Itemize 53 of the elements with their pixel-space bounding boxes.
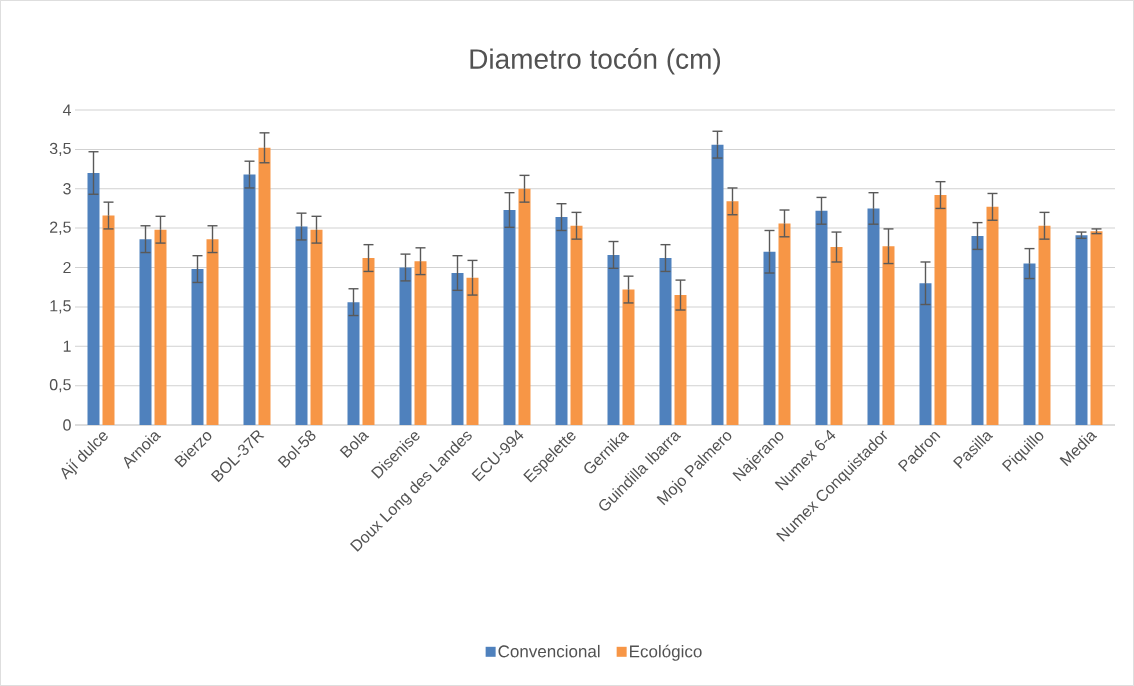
chart-title: Diametro tocón (cm) <box>470 48 721 75</box>
legend-label: Convencional <box>498 644 600 658</box>
bar <box>726 201 739 425</box>
bar <box>102 215 115 425</box>
bar <box>87 173 100 425</box>
bar <box>971 236 984 425</box>
bar <box>882 246 895 425</box>
bar <box>622 289 635 425</box>
bar <box>1023 263 1036 425</box>
bar <box>570 225 583 425</box>
bar <box>243 174 256 425</box>
bar <box>674 295 687 425</box>
bar <box>934 195 947 425</box>
legend-label: Ecológico <box>630 644 702 661</box>
bar <box>1038 225 1051 425</box>
y-tick-label: 1,5 <box>50 300 71 314</box>
y-tick-label: 0 <box>63 419 71 431</box>
y-tick-label: 0,5 <box>49 379 71 393</box>
bar <box>518 188 531 425</box>
y-tick-label: 2,5 <box>50 221 71 235</box>
x-tick-label: Bola <box>339 432 370 459</box>
bar <box>310 229 323 425</box>
bar <box>1090 231 1103 425</box>
bar <box>154 229 167 425</box>
bar <box>867 208 880 425</box>
y-tick-label: 3 <box>63 183 71 195</box>
y-tick-label: 4 <box>62 104 71 116</box>
bar <box>830 247 843 425</box>
bar <box>206 239 219 425</box>
bar <box>414 261 427 425</box>
bar <box>778 223 791 425</box>
bar <box>659 258 672 425</box>
y-tick-label: 1 <box>63 340 71 352</box>
bar <box>466 277 479 425</box>
bar <box>555 217 568 425</box>
bar <box>919 283 932 425</box>
bar <box>607 254 620 425</box>
bar <box>711 144 724 425</box>
bar <box>986 206 999 425</box>
bar <box>503 210 516 425</box>
bar <box>191 269 204 425</box>
bar <box>399 267 412 425</box>
bar <box>295 226 308 425</box>
bar <box>763 251 776 425</box>
bar <box>139 239 152 425</box>
bar <box>815 210 828 425</box>
bar <box>362 258 375 425</box>
bar <box>258 147 271 425</box>
bar <box>347 302 360 425</box>
y-tick-label: 2 <box>63 261 71 274</box>
y-tick-label: 3,5 <box>49 142 71 156</box>
bar <box>451 273 464 425</box>
bar <box>1075 235 1088 425</box>
